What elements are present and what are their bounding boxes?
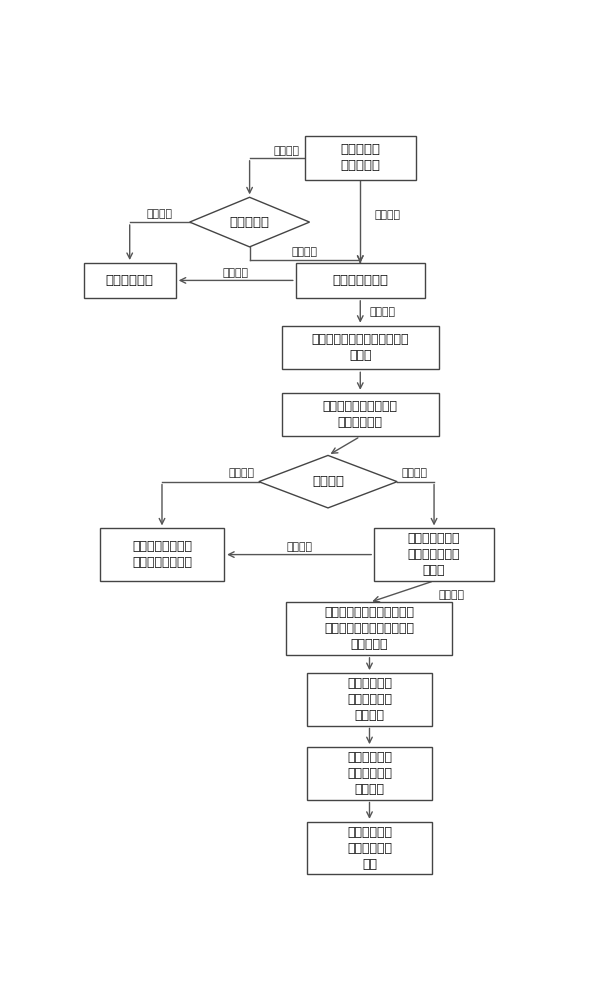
FancyBboxPatch shape — [307, 673, 432, 726]
FancyBboxPatch shape — [83, 263, 176, 298]
Text: 企业用户: 企业用户 — [374, 210, 400, 220]
Text: 放入第一张票据: 放入第一张票据 — [332, 274, 389, 287]
FancyBboxPatch shape — [296, 263, 425, 298]
Polygon shape — [259, 455, 397, 508]
FancyBboxPatch shape — [282, 393, 439, 436]
Text: 处理成功: 处理成功 — [402, 468, 428, 478]
Text: 柜员机采集影
像，发送到集
中处理机: 柜员机采集影 像，发送到集 中处理机 — [347, 677, 392, 722]
Text: 校验失败: 校验失败 — [147, 210, 173, 220]
Text: 处理数据，得到防伪材
质影像并对比: 处理数据，得到防伪材 质影像并对比 — [322, 400, 398, 429]
Text: 进行处理: 进行处理 — [312, 475, 344, 488]
FancyBboxPatch shape — [307, 822, 432, 874]
Text: 处理成功: 处理成功 — [369, 307, 396, 317]
FancyBboxPatch shape — [307, 747, 432, 800]
Text: 返回防伪材质影
像信息，等待用
户确认: 返回防伪材质影 像信息，等待用 户确认 — [408, 532, 461, 577]
Text: 自助柜员机提示用户放入第
二张票据（进帐单、电汇凭
证第二联）: 自助柜员机提示用户放入第 二张票据（进帐单、电汇凭 证第二联） — [324, 606, 415, 651]
FancyBboxPatch shape — [287, 602, 453, 655]
FancyBboxPatch shape — [282, 326, 439, 369]
Text: 柜员机屏显处
理信息，打印
回单: 柜员机屏显处 理信息，打印 回单 — [347, 826, 392, 870]
Text: 用户确认: 用户确认 — [439, 590, 465, 600]
Text: 集中处理机进
行校验，发起
业务流程: 集中处理机进 行校验，发起 业务流程 — [347, 751, 392, 796]
Text: 个人用户: 个人用户 — [274, 146, 299, 156]
Text: 处理失败: 处理失败 — [223, 268, 249, 278]
Text: 用户取消: 用户取消 — [286, 542, 312, 552]
Text: 处理失败: 处理失败 — [228, 468, 254, 478]
Text: 结束本次操作: 结束本次操作 — [106, 274, 154, 287]
Text: 校验身份证: 校验身份证 — [230, 216, 270, 229]
Polygon shape — [190, 197, 309, 247]
Text: 客户终端确
认票据信息: 客户终端确 认票据信息 — [340, 143, 380, 172]
Text: 校验成功: 校验成功 — [292, 247, 318, 257]
FancyBboxPatch shape — [100, 528, 224, 581]
Text: 退回用户放入的凭
证，结束本次交易: 退回用户放入的凭 证，结束本次交易 — [132, 540, 192, 569]
FancyBboxPatch shape — [305, 136, 416, 180]
FancyBboxPatch shape — [374, 528, 494, 581]
Text: 柜员机采集红外线照射下的票
据影像: 柜员机采集红外线照射下的票 据影像 — [312, 333, 409, 362]
